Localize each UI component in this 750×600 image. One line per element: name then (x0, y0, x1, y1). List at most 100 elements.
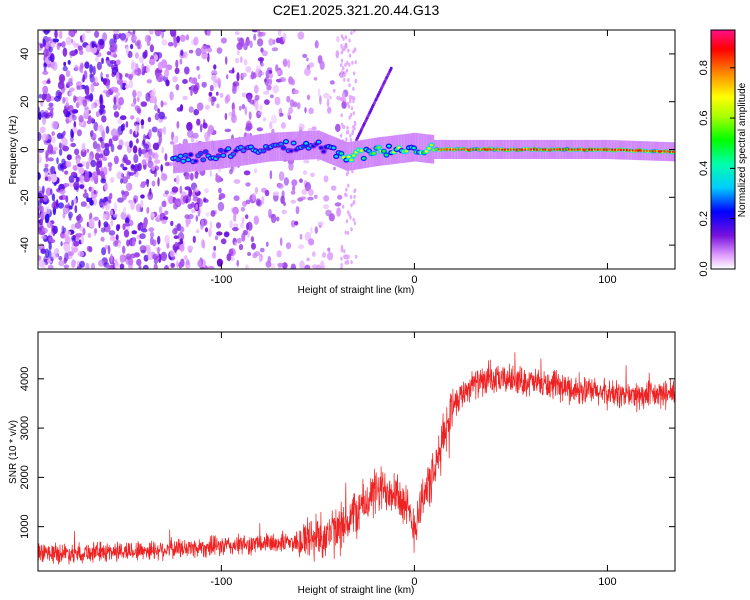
spectrogram-noise-cell (107, 263, 110, 269)
spectrogram-noise-cell (123, 229, 130, 238)
spectrogram-noise-cell (77, 95, 83, 106)
spectrogram-noise-cell (66, 154, 72, 161)
spectrogram-noise-cell (44, 176, 49, 182)
spectrogram-noise-cell (150, 152, 156, 157)
spectrogram-noise-cell (143, 143, 150, 150)
spectrogram-noise-cell (288, 106, 293, 115)
spectrogram-ridge-halo (358, 140, 360, 170)
spectrogram-noise-cell (251, 30, 258, 33)
spectrogram-ridge-halo (389, 135, 391, 165)
spectrogram-noise-cell (160, 173, 168, 181)
spectrogram-noise-cell (354, 254, 358, 259)
spectrogram-noise-cell (351, 169, 354, 174)
spectrogram-ridge-halo (421, 133, 424, 163)
spectrogram-ridge-halo (228, 138, 231, 168)
spectrogram-noise-cell (62, 96, 66, 104)
spectrogram-noise-cell (117, 197, 124, 203)
spectrogram-noise-cell (189, 172, 194, 181)
spectrogram-noise-cell (185, 259, 190, 266)
spectrogram-noise-cell (346, 260, 350, 265)
spectrogram-ridge-halo (190, 143, 192, 172)
spectrogram-noise-cell (337, 194, 343, 200)
spectrogram-noise-cell (104, 201, 111, 211)
spectrogram-noise-cell (145, 92, 151, 102)
spectrogram-tone-band (599, 148, 602, 151)
spectrogram-noise-cell (320, 265, 326, 269)
spectrogram-ridge-core (176, 158, 180, 161)
spectrogram-noise-cell (65, 70, 71, 78)
spectrogram-noise-cell (200, 238, 205, 248)
spectrogram-noise-cell (261, 71, 265, 76)
spectrogram-noise-cell (224, 112, 228, 121)
spectrogram-noise-cell (195, 215, 199, 222)
spectrogram-noise-cell (87, 232, 92, 238)
spectrogram-noise-cell (143, 153, 148, 158)
spectrogram-noise-cell (209, 170, 213, 177)
spectrogram-ridge-halo (363, 139, 365, 169)
spectrogram-noise-cell (206, 47, 213, 53)
spectrogram-noise-cell (100, 178, 107, 184)
spectrogram-noise-cell (153, 263, 158, 269)
spectrogram-noise-cell (98, 153, 104, 159)
spectrogram-noise-cell (81, 160, 86, 166)
spectrogram-ridge-halo (360, 140, 362, 169)
spectrogram-noise-cell (41, 133, 49, 142)
colorbar-ticks: 0.0 0.2 0.4 0.6 0.8 (698, 60, 735, 277)
spectrogram-noise-cell (340, 73, 343, 78)
snr-x-ticks: -100 0 100 (210, 332, 617, 588)
spectrogram-noise-cell (58, 260, 65, 267)
spectrogram-noise-cell (61, 225, 65, 235)
spectrogram-tone-band (559, 148, 561, 151)
spectrogram-noise-cell (260, 62, 265, 67)
spectrogram-ridge-core (359, 149, 364, 152)
spectrogram-noise-cell (84, 105, 90, 115)
spectrogram-ridge-core (279, 142, 283, 146)
spectrogram-noise-cell (90, 262, 96, 269)
spectrogram-tone-band (507, 148, 509, 151)
spectrogram-noise-cell (85, 161, 90, 170)
spectrogram-noise-cell (266, 84, 272, 91)
spectrogram-noise-cell (130, 253, 137, 259)
spectrogram-ridge-halo (288, 131, 291, 161)
spectrogram-noise-cell (65, 36, 72, 46)
spectrogram-noise-cell (327, 247, 331, 252)
spectrogram-noise-cell (51, 224, 55, 232)
spectrogram-noise-cell (314, 40, 319, 49)
spectrogram-noise-cell (96, 148, 102, 153)
spectrogram-noise-cell (117, 224, 121, 230)
spectrogram-noise-cell (188, 213, 194, 220)
spectrogram-noise-cell (64, 96, 69, 103)
spectrogram-tone-band (469, 148, 472, 151)
spectrogram-noise-cell (135, 117, 140, 123)
spectrogram-noise-cell (81, 33, 86, 42)
y-tick-label: 4000 (19, 367, 31, 391)
spectrogram-noise-cell (196, 65, 200, 71)
spectrogram-noise-cell (342, 36, 345, 41)
spectrogram-noise-cell (348, 94, 352, 99)
spectrogram-noise-cell (291, 179, 298, 187)
spectrogram-panel: -100 0 100 -40 -20 0 20 40 Height of straight … (8, 29, 676, 296)
spectrogram-noise-cell (269, 72, 273, 79)
spectrogram-noise-cell (104, 182, 108, 191)
spectrogram-noise-cell (217, 77, 220, 82)
spectrogram-noise-cell (340, 63, 343, 68)
spectrogram-ridge-halo (292, 131, 294, 161)
spectrogram-ridge-core (226, 147, 231, 150)
spectrogram-noise-cell (308, 188, 314, 196)
spectrogram-noise-cell (271, 47, 279, 52)
spectrogram-noise-cell (133, 153, 139, 164)
spectrogram-tone-band (654, 150, 657, 153)
spectrogram-noise-cell (115, 234, 119, 241)
spectrogram-ridge-halo (194, 142, 197, 172)
spectrogram-noise-cell (280, 122, 286, 129)
spectrogram-tone-band (614, 148, 616, 151)
spectrogram-noise-cell (134, 105, 141, 112)
spectrogram-noise-cell (70, 136, 74, 143)
spectrogram-noise-cell (106, 81, 110, 90)
spectrogram-noise-cell (158, 206, 163, 214)
spectrogram-noise-cell (43, 67, 47, 72)
spectrogram-noise-cell (264, 76, 270, 86)
spectrogram-noise-cell (62, 206, 69, 215)
spectrogram-noise-cell (125, 253, 132, 260)
spectrogram-noise-cell (113, 111, 120, 118)
